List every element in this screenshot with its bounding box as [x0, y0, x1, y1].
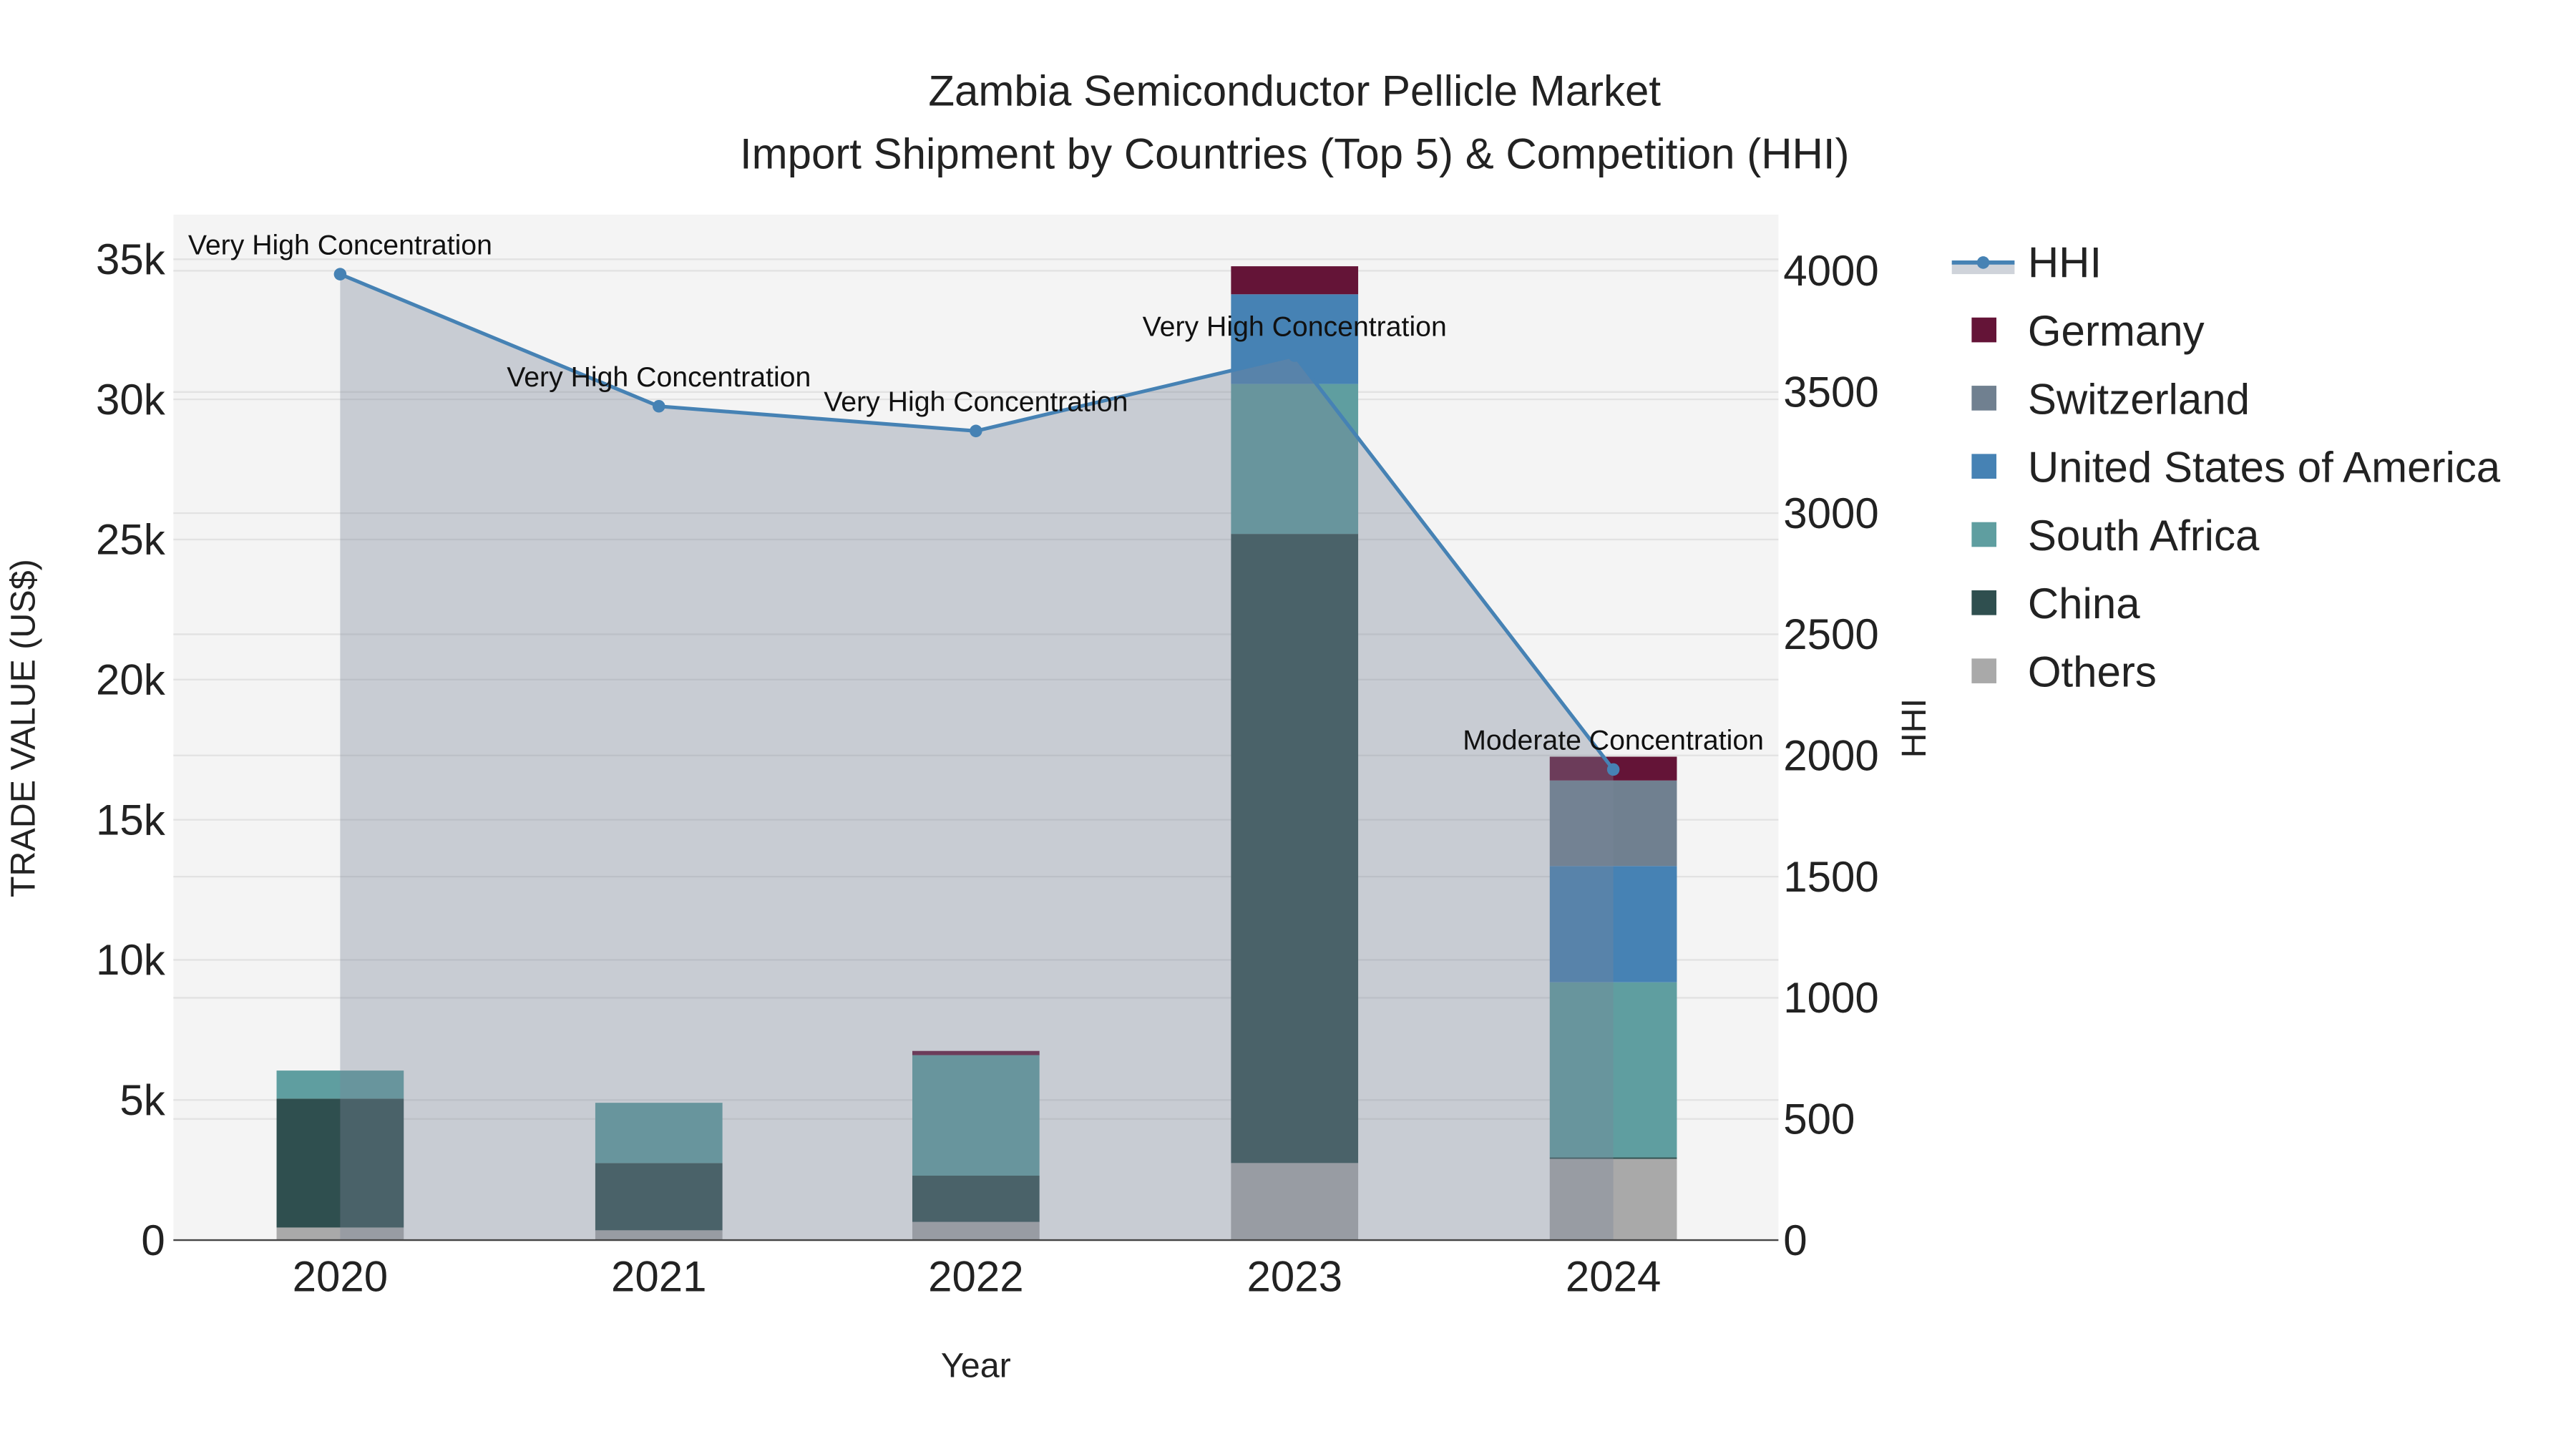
legend-label: Others: [2028, 648, 2157, 696]
bar-united-states-of-america-2023[interactable]: [1231, 294, 1359, 384]
legend-item-united-states-of-america[interactable]: United States of America: [1971, 444, 2501, 492]
legend-item-others[interactable]: Others: [1971, 648, 2157, 696]
hhi-point-2024[interactable]: [1606, 763, 1620, 776]
y2-axis-title: HHI: [1895, 698, 1933, 758]
hhi-annotation: Very High Concentration: [824, 386, 1128, 418]
y2-tick-label: 1000: [1783, 974, 1878, 1022]
hhi-area: [340, 274, 1614, 1241]
y2-tick-label: 3500: [1783, 369, 1878, 416]
hhi-point-2021[interactable]: [653, 399, 665, 413]
y2-tick-label: 2500: [1783, 610, 1878, 658]
legend[interactable]: HHI Germany Switzerland United States of Am…: [1951, 239, 2501, 696]
bar-china-2023[interactable]: [1231, 534, 1359, 1163]
bar-others-2020[interactable]: [276, 1227, 404, 1241]
bar-others-2021[interactable]: [595, 1230, 723, 1241]
legend-item-china[interactable]: China: [1971, 580, 2140, 628]
y-tick-label: 5k: [119, 1076, 165, 1124]
legend-swatch: [1971, 522, 1996, 547]
bar-others-2023[interactable]: [1231, 1163, 1359, 1241]
x-axis-title: Year: [941, 1347, 1011, 1385]
y-tick-label: 20k: [96, 656, 166, 704]
y2-tick-label: 3000: [1783, 489, 1878, 537]
hhi-annotation: Very High Concentration: [188, 230, 492, 261]
bar-south-africa-2021[interactable]: [595, 1103, 723, 1163]
x-tick-label: 2023: [1246, 1253, 1342, 1301]
legend-label: Switzerland: [2028, 375, 2250, 423]
legend-swatch: [1971, 317, 1996, 343]
hhi-point-2023[interactable]: [1288, 349, 1301, 362]
y2-tick-label: 1500: [1783, 853, 1878, 901]
legend-label: HHI: [2028, 239, 2102, 287]
y2-tick-label: 500: [1783, 1096, 1855, 1143]
legend-item-switzerland[interactable]: Switzerland: [1971, 375, 2250, 423]
y-tick-label: 10k: [96, 936, 166, 984]
bar-united-states-of-america-2024[interactable]: [1549, 866, 1677, 982]
x-tick-label: 2020: [293, 1253, 388, 1301]
bar-china-2024[interactable]: [1549, 1157, 1677, 1159]
y-axis-title: TRADE VALUE (US$): [4, 559, 42, 897]
legend-swatch: [1971, 386, 1996, 411]
bar-others-2022[interactable]: [912, 1221, 1040, 1241]
y2-axis-ticks: 0 500 1000 1500 2000 2500 3000 3500 4000: [1783, 247, 1878, 1264]
hhi-annotation: Very High Concentration: [1143, 311, 1447, 342]
chart-title-line1: Zambia Semiconductor Pellicle Market: [928, 67, 1661, 115]
x-tick-label: 2024: [1566, 1253, 1661, 1301]
hhi-point-2022[interactable]: [970, 424, 982, 438]
y2-tick-label: 2000: [1783, 732, 1878, 780]
hhi-series: Very High Concentration Very High Concent…: [188, 230, 1764, 1241]
y2-tick-label: 4000: [1783, 247, 1878, 295]
bar-switzerland-2024[interactable]: [1549, 780, 1677, 867]
y-tick-label: 30k: [96, 376, 166, 424]
bar-china-2020[interactable]: [276, 1098, 404, 1228]
bar-south-africa-2022[interactable]: [912, 1055, 1040, 1176]
x-tick-label: 2022: [928, 1253, 1023, 1301]
legend-label: Germany: [2028, 307, 2205, 355]
bar-germany-2023[interactable]: [1231, 266, 1359, 295]
hhi-point-2020[interactable]: [333, 268, 347, 280]
legend-label: South Africa: [2028, 512, 2260, 560]
bar-germany-2022[interactable]: [912, 1050, 1040, 1055]
legend-marker: [1976, 256, 1990, 269]
bar-china-2022[interactable]: [912, 1175, 1040, 1222]
x-tick-label: 2021: [611, 1253, 706, 1301]
legend-swatch: [1971, 658, 1996, 683]
y-axis-ticks: 0 5k 10k 15k 20k 25k 30k 35k: [96, 235, 166, 1264]
legend-item-south-africa[interactable]: South Africa: [1971, 512, 2260, 560]
legend-label: China: [2028, 580, 2140, 628]
legend-label: United States of America: [2028, 444, 2501, 492]
bar-china-2021[interactable]: [595, 1163, 723, 1231]
bar-south-africa-2020[interactable]: [276, 1070, 404, 1099]
x-axis-ticks: 2020 2021 2022 2023 2024: [293, 1253, 1662, 1301]
y-tick-label: 0: [141, 1216, 165, 1264]
hhi-annotation: Moderate Concentration: [1463, 725, 1764, 756]
hhi-annotation: Very High Concentration: [507, 361, 811, 393]
bar-south-africa-2024[interactable]: [1549, 982, 1677, 1158]
y-tick-label: 35k: [96, 235, 166, 283]
y-tick-label: 15k: [96, 796, 166, 844]
legend-item-germany[interactable]: Germany: [1971, 307, 2205, 355]
y-tick-label: 25k: [96, 516, 166, 564]
bar-others-2024[interactable]: [1549, 1158, 1677, 1241]
y2-tick-label: 0: [1783, 1216, 1807, 1264]
legend-item-hhi[interactable]: HHI: [1951, 239, 2102, 287]
legend-swatch: [1971, 454, 1996, 479]
legend-swatch: [1971, 590, 1996, 615]
chart-title-line2: Import Shipment by Countries (Top 5) & C…: [740, 130, 1850, 177]
